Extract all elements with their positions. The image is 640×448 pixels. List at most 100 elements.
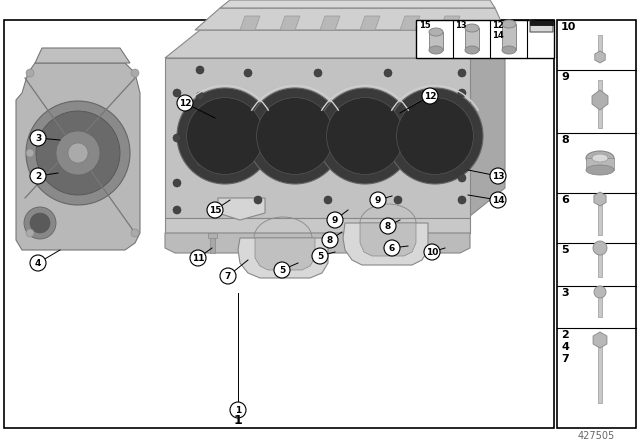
Polygon shape [592,90,608,110]
Text: 15: 15 [419,21,431,30]
Polygon shape [280,16,300,30]
Polygon shape [594,192,606,206]
Circle shape [370,192,386,208]
Bar [429,32,443,50]
Circle shape [458,174,466,182]
Text: 3: 3 [561,288,568,298]
Ellipse shape [387,88,483,184]
Circle shape [384,240,400,256]
Bar [598,35,602,57]
Circle shape [230,402,246,418]
Ellipse shape [257,98,333,174]
Ellipse shape [187,98,264,174]
Circle shape [422,88,438,104]
Text: 2: 2 [561,330,569,340]
Circle shape [30,168,46,184]
Bar [208,233,217,238]
Bar [598,80,602,128]
Text: 14: 14 [492,195,504,204]
Text: 11: 11 [192,254,204,263]
Bar [557,20,636,428]
Bar [598,252,602,277]
Circle shape [220,268,236,284]
Circle shape [458,196,466,204]
Ellipse shape [502,46,516,54]
Circle shape [196,92,204,100]
Bar [598,200,602,235]
Polygon shape [360,223,416,256]
Text: 12: 12 [424,91,436,100]
Ellipse shape [177,88,273,184]
Text: 1: 1 [234,414,243,426]
Circle shape [244,69,252,77]
Polygon shape [530,20,553,32]
Text: 15: 15 [209,206,221,215]
Circle shape [68,143,88,163]
Circle shape [254,196,262,204]
Circle shape [490,192,506,208]
Circle shape [26,149,34,157]
Ellipse shape [397,98,474,174]
Bar [465,28,479,50]
Bar [4,20,554,428]
Text: 13: 13 [455,21,467,30]
Text: 9: 9 [561,72,569,82]
Circle shape [424,244,440,260]
Circle shape [274,262,290,278]
Circle shape [177,95,193,111]
Circle shape [26,101,130,205]
Polygon shape [195,8,505,30]
Ellipse shape [465,46,479,54]
Text: 7: 7 [561,354,569,364]
Polygon shape [400,16,420,30]
Polygon shape [595,51,605,63]
Circle shape [458,134,466,142]
Circle shape [322,232,338,248]
Text: 6: 6 [561,195,569,205]
Circle shape [26,69,34,77]
Circle shape [314,69,322,77]
Text: 3: 3 [35,134,41,142]
Text: 10: 10 [561,22,577,32]
Circle shape [173,206,181,214]
Circle shape [593,241,607,255]
Polygon shape [35,48,130,63]
Text: 2: 2 [35,172,41,181]
Polygon shape [530,20,553,25]
Circle shape [30,130,46,146]
Circle shape [196,66,204,74]
Circle shape [24,207,56,239]
Ellipse shape [592,154,608,162]
Circle shape [30,213,50,233]
Text: 13: 13 [492,172,504,181]
Polygon shape [440,16,460,30]
Polygon shape [220,0,495,8]
Polygon shape [218,198,265,220]
Ellipse shape [502,20,516,28]
Text: 8: 8 [561,135,569,145]
Circle shape [173,134,181,142]
Circle shape [312,248,328,264]
Bar [586,158,614,170]
Ellipse shape [586,151,614,165]
Polygon shape [16,63,140,250]
Circle shape [190,250,206,266]
Circle shape [207,202,223,218]
Circle shape [30,255,46,271]
Circle shape [56,131,100,175]
Circle shape [131,229,139,237]
Text: 4: 4 [35,258,41,267]
Text: 10: 10 [426,247,438,257]
Text: 5: 5 [279,266,285,275]
Circle shape [26,229,34,237]
Text: 9: 9 [375,195,381,204]
Ellipse shape [465,24,479,32]
Polygon shape [238,238,328,278]
Circle shape [173,179,181,187]
Polygon shape [165,30,505,58]
Circle shape [327,212,343,228]
Text: 12: 12 [179,99,191,108]
Circle shape [384,69,392,77]
Text: 8: 8 [327,236,333,245]
Ellipse shape [247,88,343,184]
